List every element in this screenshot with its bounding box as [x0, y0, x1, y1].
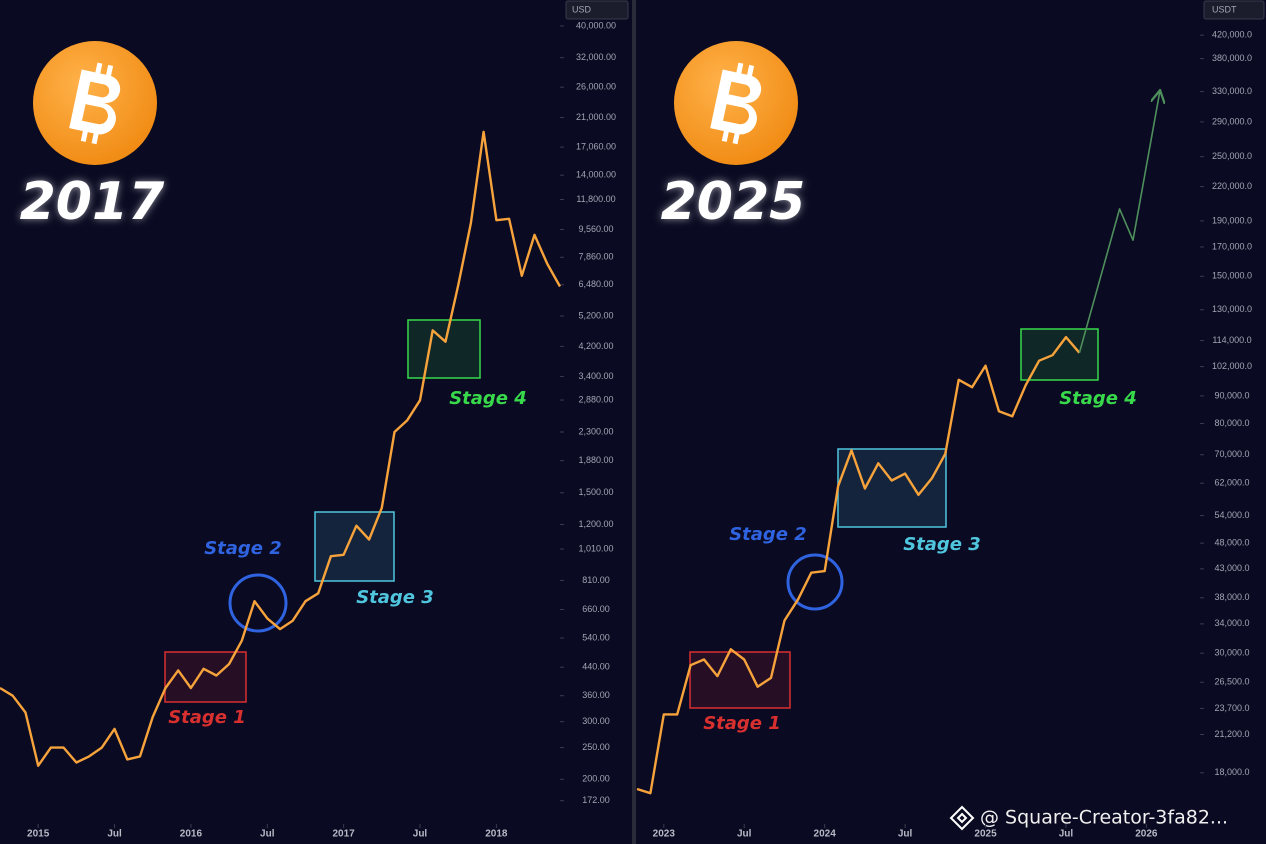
y-tick-label: 2,300.00 — [578, 426, 613, 436]
x-tick-label: 2018 — [485, 829, 508, 840]
y-tick-label: 440.00 — [582, 662, 610, 672]
x-tick-label: 2016 — [180, 829, 203, 840]
y-tick-label: 23,700.0 — [1214, 703, 1249, 713]
y-tick-label: 660.00 — [582, 604, 610, 614]
y-tick-label: 420,000.0 — [1212, 30, 1252, 40]
y-tick-label: 290,000.0 — [1212, 116, 1252, 126]
x-tick-label: 2023 — [653, 829, 676, 840]
x-tick-label: 2024 — [814, 829, 837, 840]
stage-circle — [786, 553, 844, 611]
y-tick-label: 11,800.00 — [576, 194, 615, 204]
watermark-icon — [949, 805, 975, 831]
stage-box — [314, 511, 395, 582]
y-tick-label: 130,000.0 — [1212, 304, 1252, 314]
stage-box — [407, 319, 481, 379]
y-tick-label: 14,000.00 — [576, 170, 616, 180]
stage-box — [164, 651, 247, 703]
y-tick-label: 172.00 — [582, 795, 610, 805]
x-tick-label: 2015 — [27, 829, 50, 840]
stage-circle — [228, 573, 288, 633]
y-tick-label: 220,000.0 — [1212, 181, 1252, 191]
bitcoin-logo — [33, 41, 157, 165]
y-tick-label: 90,000.0 — [1214, 390, 1249, 400]
y-tick-label: 114,000.0 — [1212, 335, 1251, 345]
y-tick-label: 3,400.00 — [578, 371, 613, 381]
y-tick-label: 7,860.00 — [578, 252, 613, 262]
currency-box — [1203, 0, 1265, 20]
y-tick-label: 26,000.00 — [576, 82, 616, 92]
y-tick-label: 1,200.00 — [578, 519, 613, 529]
y-tick-label: 18,000.0 — [1214, 767, 1249, 777]
y-tick-label: 360.00 — [582, 690, 610, 700]
chart-title: 2017 — [20, 172, 166, 232]
watermark: @ Square-Creator-3fa82... — [980, 807, 1228, 829]
x-tick-label: Jul — [898, 829, 913, 840]
y-tick-label: 200.00 — [582, 774, 610, 784]
x-tick-label: Jul — [107, 829, 122, 840]
currency-label: USD — [572, 4, 592, 14]
price-line — [636, 335, 1081, 795]
y-tick-label: 4,200.00 — [578, 341, 613, 351]
chart-title: 2025 — [661, 172, 806, 232]
y-tick-label: 62,000.0 — [1214, 478, 1249, 488]
y-tick-label: 330,000.0 — [1212, 86, 1252, 96]
x-tick-label: 2017 — [333, 829, 356, 840]
x-tick-label: 2025 — [974, 829, 997, 840]
stage-label: Stage 3 — [903, 534, 981, 555]
y-tick-label: 1,500.00 — [578, 487, 613, 497]
x-tick-label: 2026 — [1135, 829, 1158, 840]
y-tick-label: 9,560.00 — [578, 224, 613, 234]
y-tick-label: 150,000.0 — [1212, 271, 1252, 281]
stage-label: Stage 2 — [204, 538, 282, 559]
y-tick-label: 26,500.0 — [1214, 677, 1249, 687]
y-tick-label: 40,000.00 — [576, 20, 616, 30]
price-line — [0, 130, 562, 767]
y-tick-label: 5,200.00 — [578, 310, 613, 320]
y-tick-label: 17,060.00 — [576, 141, 616, 151]
y-tick-label: 54,000.0 — [1214, 510, 1249, 520]
x-tick-label: Jul — [1059, 829, 1074, 840]
y-tick-label: 190,000.0 — [1212, 215, 1252, 225]
y-tick-label: 810.00 — [582, 575, 610, 585]
y-tick-label: 32,000.00 — [576, 52, 616, 62]
stage-label: Stage 2 — [729, 524, 807, 545]
y-tick-label: 540.00 — [582, 632, 610, 642]
panel-divider — [632, 0, 636, 844]
currency-label: USDT — [1212, 4, 1237, 14]
y-tick-label: 80,000.0 — [1214, 418, 1249, 428]
y-tick-label: 21,200.0 — [1214, 729, 1249, 739]
y-tick-label: 170,000.0 — [1212, 241, 1252, 251]
stage-label: Stage 4 — [449, 388, 527, 409]
y-tick-label: 1,010.00 — [578, 543, 613, 553]
x-tick-label: Jul — [260, 829, 275, 840]
y-tick-label: 1,880.00 — [578, 455, 613, 465]
y-tick-label: 300.00 — [582, 716, 610, 726]
bitcoin-logo — [674, 41, 798, 165]
y-tick-label: 48,000.0 — [1214, 537, 1249, 547]
y-tick-label: 38,000.0 — [1214, 592, 1249, 602]
stage-label: Stage 3 — [356, 587, 434, 608]
currency-box — [565, 0, 629, 20]
y-tick-label: 250.00 — [582, 742, 610, 752]
y-tick-label: 6,480.00 — [578, 279, 613, 289]
y-tick-label: 34,000.0 — [1214, 618, 1249, 628]
y-tick-label: 2,880.00 — [578, 394, 613, 404]
y-tick-label: 70,000.0 — [1214, 449, 1249, 459]
y-tick-label: 21,000.00 — [576, 112, 616, 122]
y-tick-label: 250,000.0 — [1212, 151, 1252, 161]
x-tick-label: Jul — [413, 829, 428, 840]
stage-label: Stage 1 — [703, 713, 781, 734]
y-tick-label: 30,000.0 — [1214, 648, 1249, 658]
stage-label: Stage 4 — [1059, 388, 1137, 409]
stage-label: Stage 1 — [168, 707, 246, 728]
y-tick-label: 43,000.0 — [1214, 563, 1249, 573]
x-tick-label: Jul — [737, 829, 752, 840]
projection-line — [1078, 92, 1159, 354]
y-tick-label: 102,000.0 — [1212, 361, 1252, 371]
y-tick-label: 380,000.0 — [1212, 53, 1252, 63]
